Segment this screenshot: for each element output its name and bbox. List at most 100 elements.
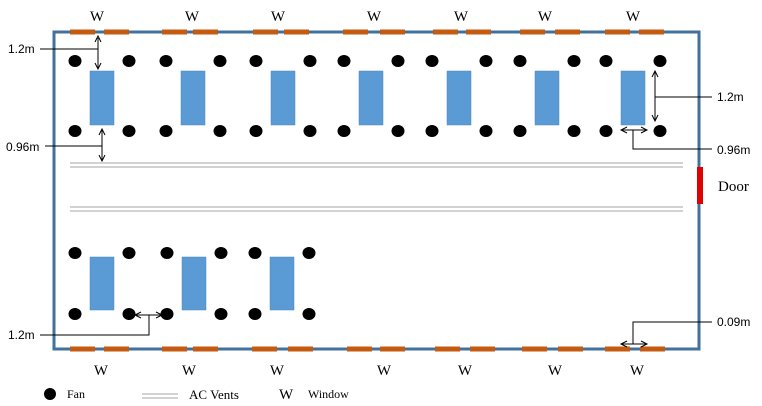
dimension-left-bottom: 0.96m	[6, 140, 39, 154]
top-window-label: W	[271, 9, 286, 25]
legend: Fan AC Vents W Window	[44, 387, 349, 403]
fan-icon	[599, 55, 613, 67]
fan-icon	[213, 55, 227, 67]
window-pane	[162, 346, 187, 352]
fan-icon	[391, 125, 405, 137]
fan-icon	[599, 125, 613, 137]
door-label: Door	[718, 179, 749, 195]
window-pane	[284, 29, 309, 35]
desk	[181, 256, 207, 311]
bottom-window-label: W	[548, 363, 563, 379]
window-pane	[520, 29, 545, 35]
window-pane	[433, 29, 458, 35]
top-window-label: W	[626, 9, 641, 25]
legend-window-symbol: W	[279, 387, 294, 403]
bottom-window-label: W	[630, 363, 645, 379]
dimension-annotations	[40, 34, 712, 348]
desk	[620, 70, 646, 126]
desk	[270, 70, 296, 126]
top-window-label: W	[454, 9, 469, 25]
window-pane	[605, 29, 630, 35]
window-pane	[104, 346, 129, 352]
door[interactable]	[697, 167, 703, 204]
fan-icon	[249, 125, 263, 137]
fan-icon	[567, 125, 581, 137]
window-pane	[435, 346, 460, 352]
fan-icon	[391, 55, 405, 67]
window-pane	[380, 29, 405, 35]
fan-icon	[248, 247, 262, 259]
desk	[534, 70, 560, 126]
window-pane	[640, 346, 665, 352]
window-pane	[470, 346, 495, 352]
legend-fan-label: Fan	[67, 387, 85, 401]
ac-vents	[70, 162, 683, 212]
fan-icon	[479, 55, 493, 67]
window-pane	[605, 346, 630, 352]
top-window-label: W	[367, 9, 382, 25]
window-pane	[70, 29, 95, 35]
fan-icon	[122, 308, 136, 320]
fan-icon	[68, 308, 82, 320]
dimension-right-fan: 0.96m	[717, 143, 750, 157]
window-pane	[558, 346, 583, 352]
dimension-top-left: 1.2m	[8, 42, 35, 56]
bottom-window-label: W	[270, 363, 285, 379]
dimension-right-desk: 1.2m	[717, 90, 744, 104]
desk	[180, 70, 206, 126]
desk	[358, 70, 384, 126]
window-pane	[343, 29, 368, 35]
fan-icon	[653, 55, 667, 67]
bottom-window-label: W	[182, 363, 197, 379]
fan-icon	[160, 247, 174, 259]
fan-icon	[160, 308, 174, 320]
fan-icon	[425, 55, 439, 67]
window-pane	[555, 29, 580, 35]
window-pane	[162, 29, 187, 35]
dimension-bottom-left: 1.2m	[8, 328, 35, 342]
fan-icon	[213, 125, 227, 137]
fan-icon	[302, 308, 316, 320]
fan-icon	[303, 55, 317, 67]
window-pane	[522, 346, 547, 352]
legend-window-label: Window	[308, 387, 349, 401]
legend-vent-icon	[142, 393, 178, 399]
desk	[446, 70, 472, 126]
fan-icon	[68, 55, 82, 67]
top-window-label: W	[90, 9, 105, 25]
fan-icon	[425, 125, 439, 137]
window-pane	[193, 346, 218, 352]
window-pane	[252, 346, 277, 352]
fan-icon	[159, 125, 173, 137]
fan-icon	[513, 125, 527, 137]
window-pane	[193, 29, 218, 35]
bottom-window-label: W	[377, 363, 392, 379]
fan-icon	[248, 308, 262, 320]
window-pane	[466, 29, 491, 35]
fan-icon	[159, 55, 173, 67]
window-pane	[253, 29, 278, 35]
fan-icon	[68, 247, 82, 259]
fan-icon	[337, 125, 351, 137]
fan-icon	[122, 247, 136, 259]
window-pane	[347, 346, 372, 352]
dimension-bottom-right: 0.09m	[717, 315, 750, 329]
fan-icon	[122, 55, 136, 67]
desk	[89, 70, 115, 126]
bottom-window-label: W	[94, 363, 109, 379]
window-pane	[639, 29, 664, 35]
desks	[68, 55, 667, 320]
top-window-label: W	[538, 9, 553, 25]
window-pane	[288, 346, 313, 352]
fan-icon	[513, 55, 527, 67]
desk	[269, 256, 295, 311]
fan-icon	[214, 308, 228, 320]
windows: W W W W W W W W W W W W W W	[70, 9, 665, 379]
fan-icon	[302, 247, 316, 259]
top-window-label: W	[185, 9, 200, 25]
legend-vents-label: AC Vents	[189, 387, 239, 402]
fan-icon	[337, 55, 351, 67]
fan-icon	[122, 125, 136, 137]
fan-icon	[249, 55, 263, 67]
